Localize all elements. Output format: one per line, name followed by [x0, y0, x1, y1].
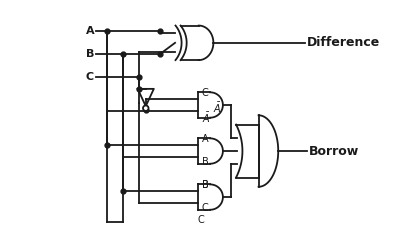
Text: A: A: [202, 134, 208, 144]
Text: A: A: [86, 26, 94, 36]
Text: $\bar{A}$: $\bar{A}$: [202, 111, 210, 125]
Text: B: B: [202, 180, 208, 190]
Text: C: C: [86, 72, 94, 82]
Circle shape: [143, 106, 148, 111]
Text: C: C: [198, 216, 204, 226]
Text: B: B: [202, 180, 208, 190]
Text: C: C: [202, 203, 208, 213]
Text: $\bar{A}$: $\bar{A}$: [213, 101, 222, 115]
Text: Difference: Difference: [307, 36, 380, 49]
Text: C: C: [202, 88, 208, 98]
Text: B: B: [86, 49, 94, 59]
Text: B: B: [202, 158, 208, 168]
Text: Borrow: Borrow: [309, 144, 360, 158]
